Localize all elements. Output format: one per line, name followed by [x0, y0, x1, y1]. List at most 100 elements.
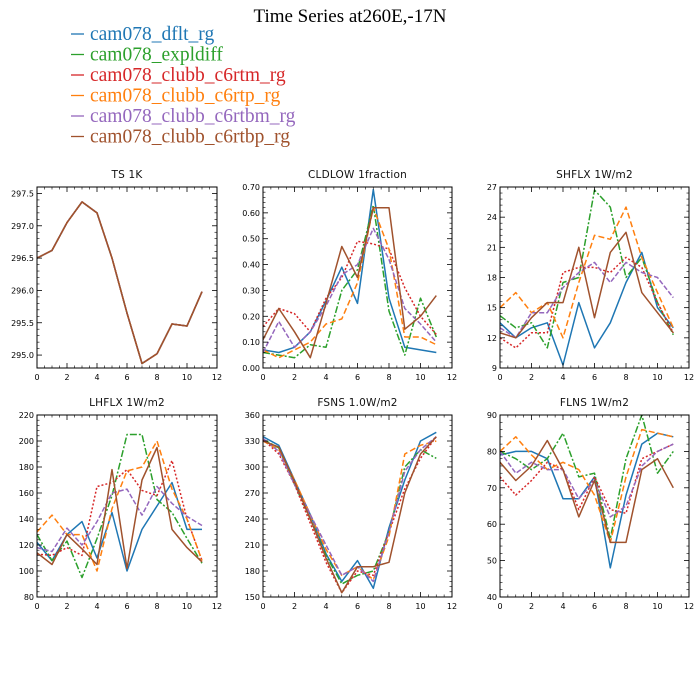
x-tick-label: 4	[323, 373, 328, 382]
series-line	[500, 251, 674, 366]
x-tick-label: 4	[94, 373, 99, 382]
x-tick-label: 10	[182, 602, 192, 611]
series-line	[263, 240, 437, 335]
series-line	[263, 438, 437, 585]
x-tick-label: 12	[684, 602, 694, 611]
y-tick-label: 296.0	[11, 286, 34, 295]
x-tick-label: 8	[154, 373, 159, 382]
y-tick-label: 297.5	[11, 189, 34, 198]
panel-title: LHFLX 1W/m2	[89, 397, 165, 409]
x-tick-label: 8	[154, 602, 159, 611]
panel-title: TS 1K	[111, 169, 144, 181]
series-line	[37, 201, 203, 365]
series-line	[500, 428, 674, 544]
series-line	[500, 443, 674, 518]
y-tick-label: 0.30	[242, 286, 260, 295]
y-tick-label: 0.70	[242, 183, 260, 192]
legend-item: cam078_clubb_c6rtm_rg	[71, 65, 286, 86]
x-tick-label: 12	[212, 602, 222, 611]
series-line	[500, 261, 674, 339]
series-line	[263, 436, 437, 583]
panel-title: SHFLX 1W/m2	[556, 169, 633, 181]
legend-item: cam078_clubb_c6rtp_rg	[71, 86, 281, 107]
series-line	[263, 227, 437, 353]
series-line	[263, 188, 437, 354]
y-tick-label: 60	[487, 520, 497, 529]
y-tick-label: 220	[19, 411, 34, 420]
legend-label: cam078_expldiff	[90, 45, 223, 66]
figure-title: Time Series at260E,-17N	[254, 6, 447, 27]
series-group	[37, 433, 203, 579]
x-tick-label: 8	[386, 373, 391, 382]
series-line	[37, 201, 203, 365]
series-line	[500, 231, 674, 339]
panel: FSNS 1.0W/m2 0 2 4 6 8 10 12 150 180 210 240 270 300 3…	[245, 397, 457, 611]
y-tick-label: 80	[487, 447, 497, 456]
x-tick-label: 2	[64, 602, 69, 611]
x-tick-label: 6	[355, 602, 360, 611]
series-group	[263, 188, 437, 359]
panel: TS 1K 0 2 4 6 8 10 12 295.0 295.5 296.0 296.5 297.0 2…	[11, 169, 222, 382]
x-tick-label: 12	[447, 602, 457, 611]
panel: FLNS 1W/m2 0 2 4 6 8 10 12 40 50 60 70 80 90	[487, 397, 694, 611]
panel: CLDLOW 1fraction 0 2 4 6 8 10 12 0.00 0.10 0.20 0.3…	[242, 169, 457, 382]
x-tick-label: 6	[124, 373, 129, 382]
legend-item: cam078_dflt_rg	[71, 24, 214, 45]
plot-frame	[499, 186, 690, 369]
series-line	[263, 436, 437, 594]
panel-title: CLDLOW 1fraction	[308, 169, 407, 181]
x-tick-label: 10	[182, 373, 192, 382]
series-group	[500, 415, 674, 569]
series-line	[500, 439, 674, 544]
x-tick-label: 6	[355, 373, 360, 382]
x-tick-label: 0	[260, 373, 265, 382]
series-line	[263, 204, 437, 359]
y-tick-label: 27	[487, 183, 497, 192]
series-line	[37, 485, 203, 553]
legend-item: cam078_expldiff	[71, 45, 223, 66]
x-tick-label: 8	[386, 602, 391, 611]
x-tick-label: 4	[323, 602, 328, 611]
y-tick-label: 40	[487, 593, 497, 602]
x-tick-label: 12	[684, 373, 694, 382]
x-tick-label: 10	[415, 373, 425, 382]
y-tick-label: 297.0	[11, 222, 34, 231]
x-tick-label: 0	[34, 373, 39, 382]
x-tick-label: 4	[560, 373, 565, 382]
legend-item: cam078_clubb_c6rtbm_rg	[71, 106, 296, 127]
legend-label: cam078_clubb_c6rtm_rg	[90, 65, 286, 86]
series-line	[37, 440, 203, 572]
panels: TS 1K0 2 4 6 8 10 12295.0295.5296.0296.5297.02…	[11, 169, 694, 611]
y-tick-label: 0.10	[242, 338, 260, 347]
series-group	[37, 201, 203, 365]
y-tick-label: 9	[492, 364, 497, 373]
series-line	[263, 206, 437, 359]
series-group	[263, 431, 437, 594]
panel: LHFLX 1W/m2 0 2 4 6 8 10 12 80 100 120 140 160 180 200…	[19, 397, 222, 611]
y-tick-label: 100	[19, 567, 34, 576]
y-tick-label: 0.20	[242, 312, 260, 321]
series-line	[37, 433, 203, 579]
x-tick-label: 4	[560, 602, 565, 611]
y-tick-label: 120	[19, 541, 34, 550]
legend-label: cam078_clubb_c6rtbp_rg	[90, 127, 290, 148]
y-tick-label: 21	[487, 243, 497, 252]
y-tick-label: 330	[245, 437, 260, 446]
y-tick-label: 296.5	[11, 254, 34, 263]
series-line	[37, 446, 203, 570]
x-tick-label: 6	[592, 602, 597, 611]
series-line	[500, 443, 674, 515]
y-tick-label: 80	[24, 593, 34, 602]
x-tick-label: 8	[623, 602, 628, 611]
y-tick-label: 210	[245, 541, 260, 550]
x-tick-label: 0	[497, 602, 502, 611]
y-tick-label: 15	[487, 304, 497, 313]
y-tick-label: 0.40	[242, 261, 260, 270]
series-line	[263, 436, 437, 594]
x-tick-label: 2	[292, 602, 297, 611]
series-line	[37, 201, 203, 365]
panel-title: FSNS 1.0W/m2	[317, 397, 397, 409]
x-tick-label: 0	[497, 373, 502, 382]
series-line	[500, 415, 674, 540]
